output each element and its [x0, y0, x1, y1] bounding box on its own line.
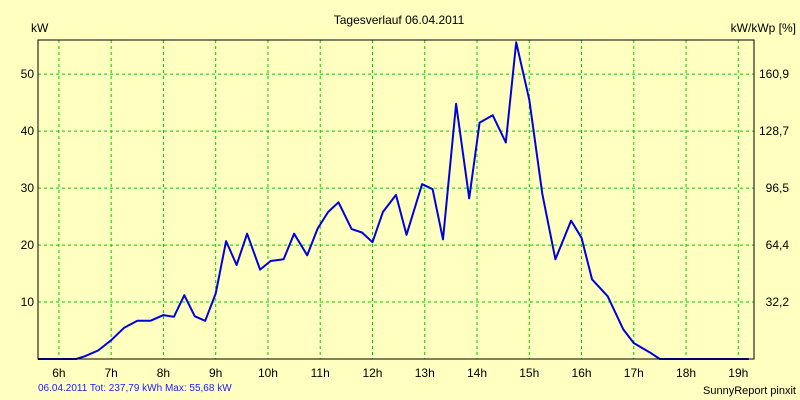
plot-frame: [37, 39, 755, 360]
y-tick-label: 10: [21, 295, 35, 309]
x-tick-label: 15h: [519, 366, 539, 380]
y2-tick-label: 32,2: [766, 295, 790, 309]
x-tick-label: 6h: [52, 366, 65, 380]
series-line-kW: [38, 41, 749, 360]
y-tick-label: 40: [21, 124, 35, 138]
x-tick-label: 11h: [311, 366, 330, 380]
x-tick-label: 14h: [467, 366, 487, 380]
footer-credit: SunnyReport pinxit: [703, 385, 796, 397]
y2-tick-label: 128,7: [759, 124, 789, 138]
x-tick-label: 18h: [676, 366, 696, 380]
y-tick-label: 30: [21, 181, 35, 195]
footer-summary: 06.04.2011 Tot: 237,79 kWh Max: 55,68 kW: [38, 383, 232, 394]
y-axis-label: kW: [31, 21, 49, 35]
y2-tick-label: 160,9: [759, 67, 789, 81]
x-tick-label: 8h: [157, 366, 170, 380]
x-tick-label: 12h: [362, 366, 382, 380]
grid: [38, 40, 754, 359]
x-tick-label: 7h: [104, 366, 117, 380]
y2-tick-label: 96,5: [766, 181, 790, 195]
y2-axis-label: kW/kWp [%]: [731, 21, 796, 35]
x-tick-label: 16h: [572, 366, 592, 380]
x-tick-label: 17h: [624, 366, 644, 380]
x-tick-label: 19h: [728, 366, 748, 380]
series-layer: [38, 41, 749, 360]
x-tick-label: 10h: [258, 366, 278, 380]
chart-title: Tagesverlauf 06.04.2011: [334, 13, 465, 27]
tick-labels: 6h 7h 8h 9h 10h 11h 12h 13h 14h 15h 16h 17h 18h 19h 10…: [21, 67, 790, 380]
x-tick-label: 9h: [209, 366, 222, 380]
y-tick-label: 20: [21, 238, 35, 252]
x-tick-label: 13h: [415, 366, 435, 380]
y2-tick-label: 64,4: [766, 238, 790, 252]
y-tick-label: 50: [21, 67, 35, 81]
